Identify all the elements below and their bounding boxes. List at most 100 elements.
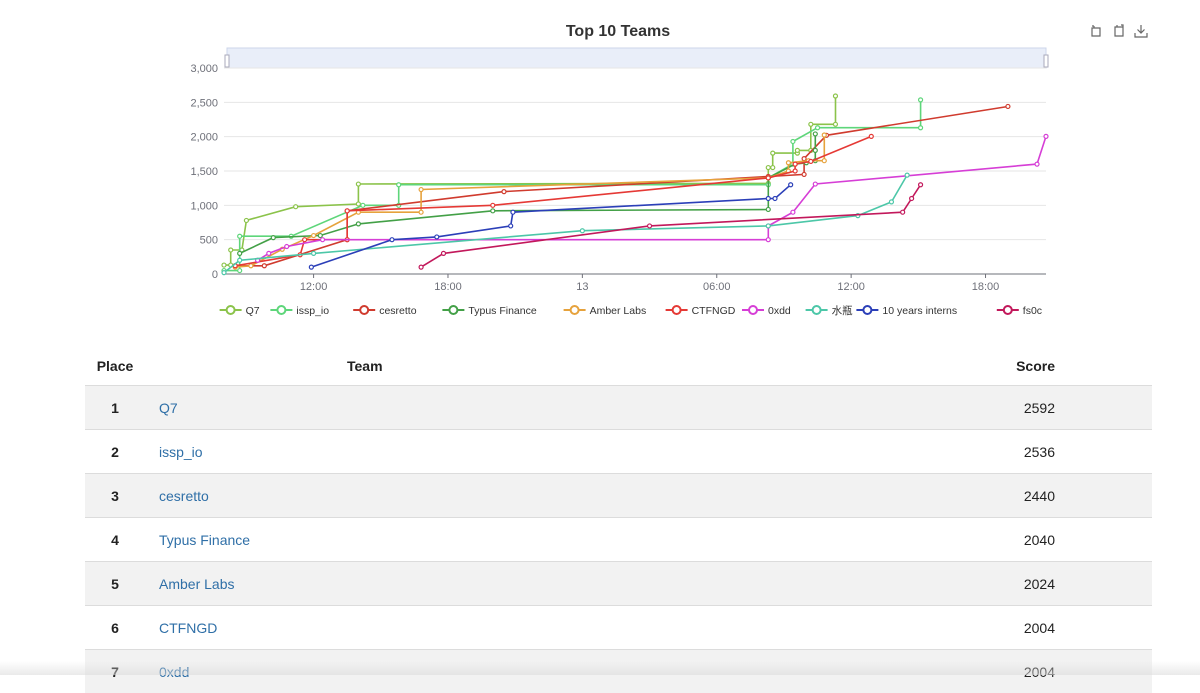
legend-label: cesretto <box>379 305 417 317</box>
zoom-reset-icon[interactable] <box>1112 24 1126 38</box>
data-point <box>809 159 813 163</box>
legend-label: fs0c <box>1023 305 1042 317</box>
zoom-area-icon[interactable] <box>1090 24 1104 38</box>
team-link[interactable]: Amber Labs <box>159 576 234 592</box>
legend-label: 10 years interns <box>882 305 957 317</box>
legend-label: 水瓶 <box>832 304 853 317</box>
data-point <box>435 235 439 239</box>
team-link[interactable]: CTFNGD <box>159 620 217 636</box>
data-point <box>262 264 266 268</box>
data-point <box>361 203 365 207</box>
x-tick-label: 12:00 <box>300 281 328 293</box>
data-point <box>285 245 289 249</box>
legend-marker <box>863 306 871 314</box>
legend-marker <box>813 306 821 314</box>
data-point <box>238 269 242 273</box>
x-tick-label: 06:00 <box>703 281 731 293</box>
data-point <box>397 183 401 187</box>
data-point <box>356 182 360 186</box>
data-point <box>267 251 271 255</box>
x-tick-label: 13 <box>576 281 588 293</box>
data-point <box>919 183 923 187</box>
place-cell: 5 <box>85 562 145 606</box>
data-point <box>789 183 793 187</box>
download-icon[interactable] <box>1134 24 1148 38</box>
data-point <box>793 169 797 173</box>
legend-label: CTFNGD <box>692 305 736 317</box>
team-cell: Q7 <box>145 386 585 430</box>
data-point <box>791 139 795 143</box>
data-point <box>238 258 242 262</box>
data-point <box>919 98 923 102</box>
data-point <box>791 210 795 214</box>
series-line <box>235 136 871 265</box>
score-cell: 2592 <box>585 386 1152 430</box>
team-link[interactable]: Typus Finance <box>159 532 250 548</box>
data-point <box>813 132 817 136</box>
data-point <box>802 172 806 176</box>
data-point <box>766 176 770 180</box>
data-point <box>509 224 513 228</box>
data-point <box>511 210 515 214</box>
legend-label: issp_io <box>296 305 329 317</box>
place-header: Place <box>85 346 145 386</box>
zoom-slider-handle-right <box>1044 55 1048 67</box>
data-point <box>889 200 893 204</box>
data-point <box>1044 134 1048 138</box>
team-cell: Typus Finance <box>145 518 585 562</box>
team-link[interactable]: Q7 <box>159 400 178 416</box>
data-point <box>318 234 322 238</box>
score-cell: 2536 <box>585 430 1152 474</box>
legend-label: 0xdd <box>768 305 791 317</box>
data-point <box>312 234 316 238</box>
x-tick-label: 18:00 <box>972 281 1000 293</box>
legend-marker <box>673 306 681 314</box>
data-point <box>419 188 423 192</box>
data-point <box>419 210 423 214</box>
data-point <box>816 126 820 130</box>
data-point <box>905 173 909 177</box>
data-point <box>766 196 770 200</box>
zoom-slider-handle-left <box>225 55 229 67</box>
data-point <box>238 251 242 255</box>
data-point <box>309 265 313 269</box>
data-point <box>766 166 770 170</box>
data-point <box>813 182 817 186</box>
bottom-fade <box>0 661 1200 675</box>
data-point <box>580 229 584 233</box>
y-tick-label: 0 <box>212 269 218 281</box>
data-point <box>356 222 360 226</box>
team-cell: cesretto <box>145 474 585 518</box>
score-cell: 2004 <box>585 606 1152 650</box>
data-point <box>491 203 495 207</box>
legend-marker <box>227 306 235 314</box>
data-point <box>910 196 914 200</box>
table-row: 6 CTFNGD 2004 <box>85 606 1152 650</box>
data-point <box>491 209 495 213</box>
legend-label: Q7 <box>246 305 260 317</box>
y-tick-label: 1,000 <box>190 200 218 212</box>
place-cell: 3 <box>85 474 145 518</box>
legend-marker <box>449 306 457 314</box>
team-header: Team <box>145 346 585 386</box>
team-link[interactable]: issp_io <box>159 444 203 460</box>
data-point <box>771 166 775 170</box>
data-point <box>766 207 770 211</box>
place-cell: 4 <box>85 518 145 562</box>
data-point <box>321 238 325 242</box>
data-point <box>833 94 837 98</box>
data-point <box>294 205 298 209</box>
place-cell: 6 <box>85 606 145 650</box>
data-point <box>244 218 248 222</box>
score-chart: Top 10 Teams05001,0001,5002,0002,5003,00… <box>0 0 1200 330</box>
x-tick-label: 18:00 <box>434 281 462 293</box>
data-point <box>793 162 797 166</box>
legend-marker <box>360 306 368 314</box>
data-point <box>809 122 813 126</box>
team-link[interactable]: cesretto <box>159 488 209 504</box>
x-tick-label: 12:00 <box>837 281 865 293</box>
